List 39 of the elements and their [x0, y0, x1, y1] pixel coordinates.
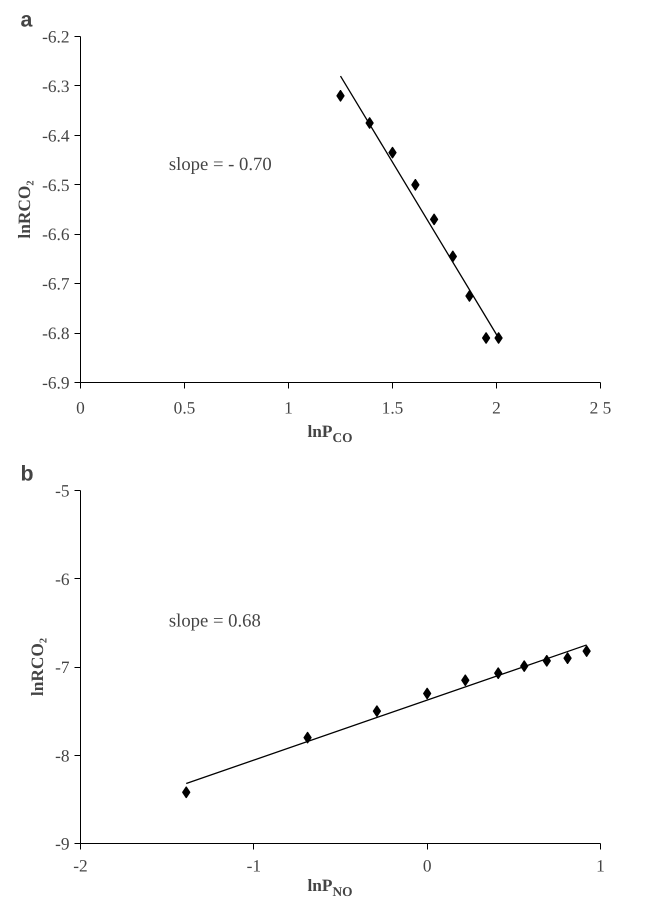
annotation: slope = - 0.70	[168, 154, 272, 175]
y-tick-label: -7	[55, 658, 70, 677]
x-tick-label: 1	[284, 398, 293, 418]
point	[388, 146, 397, 159]
x-tick-label: 0.5	[174, 398, 196, 418]
y-tick-label: -6.8	[42, 324, 70, 344]
point	[303, 732, 312, 744]
point	[494, 332, 503, 344]
x-tick-label: -1	[246, 856, 262, 876]
chart-title: a	[20, 8, 32, 32]
y-tick-label: -6.6	[42, 225, 70, 244]
y-tick-label: -8	[55, 746, 70, 766]
point	[430, 213, 438, 226]
point	[582, 645, 591, 658]
x-tick-label: 2 5	[590, 398, 612, 418]
y-tick-label: -6.9	[42, 374, 70, 392]
y-tick-label: -6	[55, 570, 70, 589]
x-tick-label: -2	[73, 856, 88, 876]
x-tick-label: 0	[422, 856, 432, 876]
point	[563, 652, 572, 664]
y-tick-label: -5	[55, 482, 70, 500]
x-tick-label: 1	[596, 856, 605, 876]
annotation: slope = 0.68	[168, 610, 261, 632]
y-tick-label: -6.7	[42, 274, 70, 294]
y-axis-title: lnRCO₂	[28, 638, 48, 696]
y-tick-label: -6.3	[42, 76, 70, 96]
chart-title: b	[20, 462, 34, 486]
point	[336, 90, 345, 102]
y-tick-label: -9	[55, 834, 70, 854]
y-tick-label: -6.2	[42, 28, 70, 46]
point	[372, 705, 382, 718]
y-tick-label: -6.5	[42, 176, 70, 195]
x-tick-label: 0	[76, 398, 85, 418]
point	[411, 178, 420, 191]
x-tick-label: 2	[492, 398, 501, 418]
x-tick-label: 1.5	[382, 398, 404, 418]
y-axis-title: lnRCO₂	[15, 180, 34, 239]
y-tick-label: -6.4	[42, 126, 70, 146]
point	[482, 332, 490, 344]
